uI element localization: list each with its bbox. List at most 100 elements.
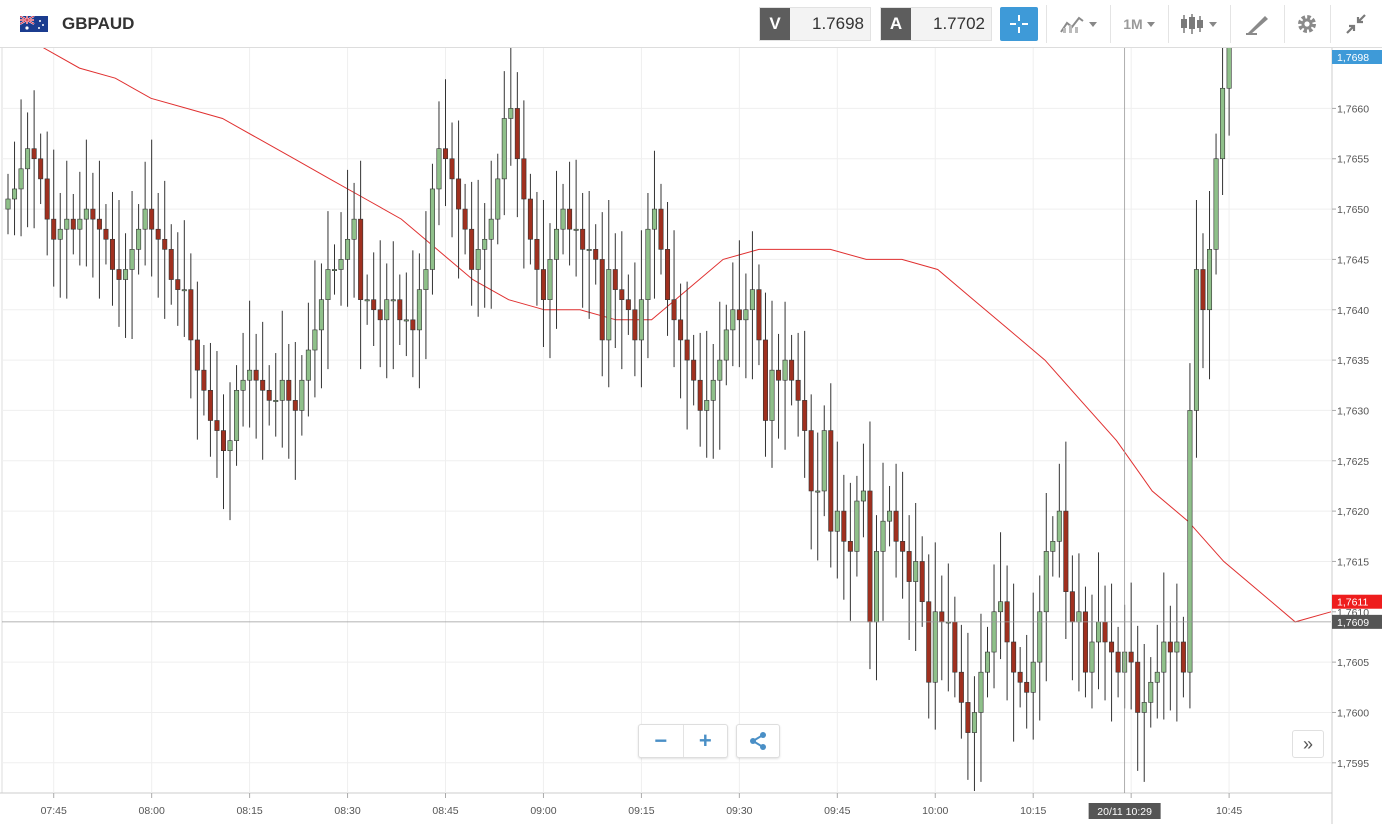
candle-body [5,198,11,210]
instrument-selector[interactable]: GBPAUD [19,14,134,34]
chart-toolbar: GBPAUD V 1.7698 A 1.7702 1M [0,0,1382,48]
candle-bullish [436,101,442,226]
candle-body [586,249,592,251]
candle-body [789,359,795,381]
reference-price-badge: 1,7611 [1332,594,1382,609]
candle-body [1128,651,1134,663]
candle-bullish [1187,363,1193,709]
candle-body [279,379,285,401]
candle-bearish [410,250,416,378]
candle-body [482,238,488,250]
zoom-in-button[interactable]: + [682,725,728,757]
candle-body [887,510,893,522]
toolbar-divider [1046,5,1047,43]
candle-body [1187,410,1193,673]
candle-bearish [38,133,44,205]
candle-bearish [1063,441,1069,639]
collapse-button[interactable] [1338,7,1374,41]
candle-body [965,702,971,733]
candle-bullish [880,462,886,621]
candle-bullish [123,233,129,338]
candle-body [469,228,475,270]
candle-bullish [129,190,135,339]
candle-bearish [671,230,677,368]
candle-body [286,379,292,401]
buy-quote-button[interactable]: A 1.7702 [880,7,992,41]
candle-body [880,520,886,552]
candle-body [678,319,684,341]
candle-body [168,249,174,280]
price-tick-label: 1,7660 [1337,103,1369,115]
candle-body [57,228,63,240]
candle-bullish [83,139,89,267]
chart-type-button[interactable] [1172,7,1224,41]
candle-bearish [469,181,475,306]
candle-body [1056,510,1062,542]
crosshair-price-badge-bg [1332,614,1382,629]
candle-bearish [96,160,102,299]
candle-body [665,249,671,300]
candle-body [1148,681,1154,703]
price-chart[interactable]: 1,75951,76001,76051,76101,76151,76201,76… [0,48,1382,824]
candle-body [449,158,455,180]
candle-body [1167,641,1173,653]
crosshair-button[interactable] [1000,7,1038,41]
share-button[interactable] [736,724,780,758]
timeframe-selector[interactable]: 1M [1114,7,1164,41]
candle-bearish [514,72,520,218]
candle-bearish [1082,586,1088,698]
candle-body [155,228,161,240]
candle-bullish [1161,572,1167,720]
candle-body [201,369,207,391]
candle-bullish [345,169,351,307]
candle-bullish [331,244,337,295]
candle-body [645,228,651,300]
candle-bullish [749,231,755,380]
time-tick-label: 10:45 [1216,805,1242,817]
candle-bullish [64,160,70,299]
candle-body [834,510,840,532]
candle-bearish [44,131,50,256]
candle-body [599,259,605,341]
candle-bearish [795,332,801,437]
candle-body [12,188,18,200]
indicators-button[interactable] [1052,7,1104,41]
time-tick-label: 08:30 [334,805,360,817]
candle-body [462,208,468,230]
candle-bullish [932,542,938,730]
candle-body [919,561,925,603]
candle-bearish [449,122,455,238]
candle-body [338,259,344,270]
candle-body [175,279,181,290]
gb-au-flag-icon [19,15,48,32]
candle-bullish [279,310,285,448]
price-tick-label: 1,7595 [1337,758,1369,770]
candle-body [632,309,638,341]
time-tick-label: 09:45 [824,805,850,817]
candle-body [756,289,762,341]
candle-bullish [1043,492,1049,682]
crosshair-icon [1010,15,1028,33]
candle-bearish [625,274,631,335]
reference-price-badge-bg [1332,594,1382,609]
candle-body [926,601,932,683]
candle-body [1063,510,1069,592]
candle-body [795,379,801,401]
candle-body [1226,48,1232,89]
candle-bullish [1037,575,1043,721]
candle-bullish [1220,48,1226,195]
settings-button[interactable] [1290,7,1324,41]
zoom-out-button[interactable]: − [654,728,668,753]
candle-body [260,379,266,391]
moving-average-line [43,48,1332,623]
scroll-to-latest-button[interactable]: » [1292,730,1324,758]
candle-body [247,369,253,381]
drawing-tools-button[interactable] [1236,7,1278,41]
candle-bullish [998,532,1004,660]
price-tick-label: 1,7605 [1337,657,1369,669]
candle-body [207,389,213,421]
sell-quote-button[interactable]: V 1.7698 [759,7,871,41]
candle-bearish [958,624,964,739]
candle-body [1102,621,1108,643]
candle-bullish [495,153,501,245]
